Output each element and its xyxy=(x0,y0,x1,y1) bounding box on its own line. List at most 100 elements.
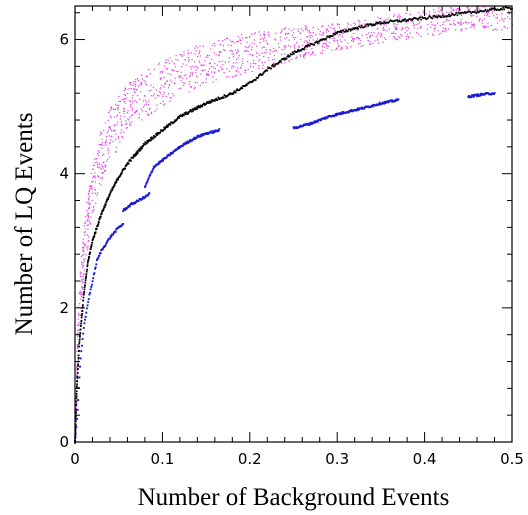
magenta-point xyxy=(79,314,81,316)
magenta-point xyxy=(334,27,336,29)
magenta-point xyxy=(442,12,444,14)
magenta-point xyxy=(406,30,408,32)
blue-point xyxy=(74,441,76,444)
black-point xyxy=(144,143,147,146)
black-point xyxy=(184,113,187,116)
magenta-point xyxy=(157,95,159,97)
black-point xyxy=(254,79,257,81)
blue-point xyxy=(306,122,309,125)
black-point xyxy=(139,147,142,150)
magenta-point xyxy=(231,67,233,69)
magenta-point xyxy=(77,354,79,356)
black-point xyxy=(454,13,457,16)
black-point xyxy=(306,45,309,48)
magenta-point xyxy=(94,177,96,179)
magenta-point xyxy=(238,55,240,57)
black-point xyxy=(447,15,449,17)
magenta-point xyxy=(124,94,127,97)
magenta-point xyxy=(200,73,202,75)
black-point xyxy=(321,38,324,41)
blue-point xyxy=(356,109,359,112)
magenta-point xyxy=(448,28,450,30)
black-point xyxy=(297,49,299,51)
magenta-point xyxy=(472,25,475,27)
magenta-point xyxy=(395,32,397,35)
magenta-point xyxy=(483,18,485,20)
magenta-point xyxy=(478,19,481,21)
magenta-point xyxy=(366,33,368,36)
magenta-point xyxy=(84,221,86,223)
magenta-point xyxy=(82,246,85,248)
black-point xyxy=(222,96,225,99)
magenta-point xyxy=(244,69,246,71)
magenta-point xyxy=(309,32,312,34)
magenta-point xyxy=(96,153,99,155)
blue-point xyxy=(313,121,316,124)
magenta-point xyxy=(143,79,145,82)
magenta-point xyxy=(201,82,203,84)
blue-point xyxy=(298,125,301,128)
black-point xyxy=(88,253,91,255)
magenta-point xyxy=(312,35,314,37)
magenta-point xyxy=(159,92,162,94)
blue-point xyxy=(206,131,209,134)
magenta-point xyxy=(104,142,106,144)
black-point xyxy=(435,15,438,18)
magenta-point xyxy=(239,39,242,42)
magenta-point xyxy=(86,247,88,249)
magenta-point xyxy=(388,17,390,19)
magenta-point xyxy=(76,374,78,376)
black-point xyxy=(221,97,224,99)
magenta-point xyxy=(436,17,439,20)
magenta-point xyxy=(101,147,103,149)
magenta-point xyxy=(445,27,447,29)
magenta-point xyxy=(459,24,461,26)
magenta-point xyxy=(383,37,385,39)
magenta-point xyxy=(211,44,214,46)
magenta-point xyxy=(347,22,349,24)
magenta-point xyxy=(180,80,182,82)
magenta-point xyxy=(231,76,234,78)
magenta-point xyxy=(324,43,327,45)
blue-point xyxy=(470,96,473,98)
magenta-point xyxy=(350,24,352,26)
magenta-point xyxy=(305,51,307,54)
magenta-point xyxy=(343,28,345,30)
magenta-point xyxy=(155,89,157,91)
magenta-point xyxy=(288,28,290,30)
magenta-point xyxy=(278,63,280,65)
magenta-point xyxy=(232,40,234,42)
magenta-point xyxy=(452,9,454,11)
magenta-point xyxy=(124,88,126,90)
black-point xyxy=(136,153,138,155)
magenta-point xyxy=(109,115,112,117)
magenta-point xyxy=(359,21,361,23)
black-point xyxy=(303,48,305,51)
magenta-point xyxy=(414,24,416,26)
magenta-point xyxy=(133,91,135,93)
magenta-point xyxy=(468,8,470,10)
magenta-point xyxy=(206,54,209,56)
magenta-point xyxy=(90,172,92,175)
black-point xyxy=(74,420,77,423)
magenta-point xyxy=(88,190,90,193)
magenta-point xyxy=(164,82,167,84)
magenta-point xyxy=(339,34,342,36)
black-point xyxy=(492,7,494,10)
magenta-point xyxy=(504,18,506,20)
blue-point xyxy=(74,432,77,435)
magenta-point xyxy=(346,47,349,49)
magenta-point xyxy=(107,152,109,154)
black-point xyxy=(206,101,209,103)
magenta-point xyxy=(194,61,196,63)
magenta-point xyxy=(460,22,462,24)
magenta-point xyxy=(430,21,432,23)
black-point xyxy=(312,43,315,46)
magenta-point xyxy=(197,56,199,58)
magenta-point xyxy=(384,29,386,31)
y-tick-label: 2 xyxy=(59,299,69,317)
y-axis-title: Number of LQ Events xyxy=(11,113,38,336)
blue-point xyxy=(129,204,131,207)
magenta-point xyxy=(297,28,299,30)
magenta-point xyxy=(219,51,221,53)
